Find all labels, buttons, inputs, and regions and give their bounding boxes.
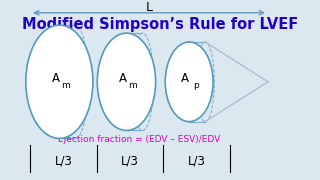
Text: A: A xyxy=(181,72,189,85)
Text: p: p xyxy=(193,81,198,90)
Text: L/3: L/3 xyxy=(55,154,73,167)
Text: A: A xyxy=(119,72,127,85)
Text: m: m xyxy=(61,81,70,90)
Ellipse shape xyxy=(26,25,93,138)
Text: L/3: L/3 xyxy=(121,154,139,167)
Text: L/3: L/3 xyxy=(188,154,205,167)
Ellipse shape xyxy=(97,33,156,130)
Text: A: A xyxy=(52,72,60,85)
Text: L: L xyxy=(146,1,153,14)
Text: Ejection fraction = (EDV – ESV)/EDV: Ejection fraction = (EDV – ESV)/EDV xyxy=(59,135,221,144)
Ellipse shape xyxy=(165,42,213,122)
Text: m: m xyxy=(129,81,137,90)
Text: Modified Simpson’s Rule for LVEF: Modified Simpson’s Rule for LVEF xyxy=(22,17,298,32)
